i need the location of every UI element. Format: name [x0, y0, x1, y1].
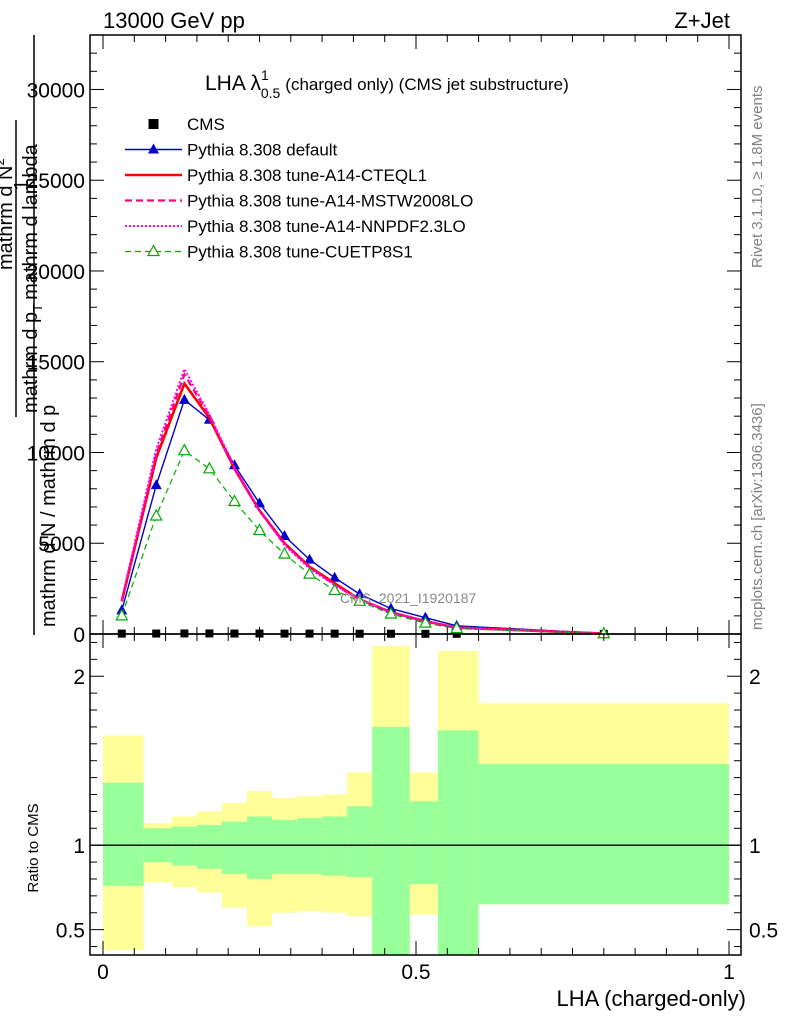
legend-item: Pythia 8.308 tune-A14-CTEQL1: [125, 166, 427, 185]
data-point: [384, 606, 398, 619]
data-point: [228, 459, 240, 470]
header-right: Z+Jet: [674, 8, 730, 33]
ratio-stat-band: [196, 824, 222, 869]
data-point: [328, 583, 342, 596]
legend-item: Pythia 8.308 tune-CUETP8S1: [125, 243, 413, 262]
data-point: [418, 615, 432, 628]
main-y-tick-labels: 0 5000 10000 15000 20000 25000 30000: [27, 79, 85, 647]
ratio-ticks: [90, 634, 741, 955]
ratio-y-tick-label: 2: [73, 666, 85, 689]
legend-label: Pythia 8.308 default: [187, 141, 338, 160]
ratio-y-tick-label: 1: [73, 835, 85, 858]
series-2: [120, 380, 604, 635]
series-line: [120, 380, 604, 635]
ratio-stat-band: [103, 782, 144, 886]
x-tick-label: 1: [723, 961, 735, 984]
main-y-tick-label: 30000: [27, 79, 85, 102]
ratio-y-tick-label-right: 1: [749, 835, 761, 858]
data-point: [303, 566, 317, 579]
ratio-stat-band: [478, 764, 729, 905]
data-point: [252, 523, 267, 536]
ratio-plot-panel: 0.5 0.51 12 2 0 0.5 1: [56, 633, 778, 984]
ratio-bands: [103, 645, 729, 955]
svg-text:mathrm d N2: mathrm d N2: [0, 158, 17, 270]
ratio-stat-band: [171, 826, 197, 866]
x-tick-labels: 0 0.5 1: [97, 961, 735, 984]
main-frame: [89, 34, 742, 635]
data-point: [329, 571, 341, 582]
ratio-stat-band: [221, 821, 247, 874]
ratio-stat-band: [409, 801, 438, 885]
main-series: [115, 366, 611, 639]
data-point: [227, 494, 241, 507]
x-axis-label: LHA (charged-only): [556, 986, 746, 1011]
ratio-y-tick-labels: 0.5 0.5 1 1 2 2: [56, 666, 778, 942]
data-point: [150, 479, 162, 490]
main-y-tick-label: 25000: [27, 170, 85, 193]
chart-title: LHA λ1 0.5 (charged only) (CMS jet substru…: [205, 67, 569, 101]
series-line: [120, 371, 604, 635]
ratio-stat-band: [272, 819, 298, 874]
svg-text:1: 1: [11, 179, 33, 190]
ratio-y-tick-label-right: 2: [749, 666, 761, 689]
svg-text:mathrm d N / mathrm d p: mathrm d N / mathrm d p: [38, 405, 60, 627]
series-3: [120, 371, 604, 635]
x-tick-label: 0.5: [401, 961, 430, 984]
data-point: [279, 529, 291, 540]
main-y-tick-label: 20000: [27, 261, 85, 284]
data-point: [354, 588, 366, 599]
ratio-y-axis-label: Ratio to CMS: [25, 803, 42, 892]
data-point: [278, 546, 292, 559]
ratio-stat-band: [437, 730, 479, 955]
main-plot-panel: 0 5000 10000 15000 20000 25000 30000 LHA λ1 0.5…: [27, 34, 742, 647]
ratio-stat-band: [347, 806, 373, 878]
ratio-stat-band: [372, 726, 410, 955]
data-point: [304, 553, 316, 564]
ratio-stat-band: [297, 818, 323, 874]
legend-item: Pythia 8.308 default: [125, 141, 338, 160]
legend-label: CMS: [187, 115, 225, 134]
legend-item: Pythia 8.308 tune-A14-NNPDF2.3LO: [125, 217, 466, 236]
ratio-stat-band: [322, 816, 348, 876]
legend-marker: [148, 119, 159, 129]
main-y-tick-label: 0: [73, 624, 85, 647]
ratio-stat-band: [246, 816, 273, 879]
main-y-tick-label: 15000: [27, 352, 85, 375]
header-left: 13000 GeV pp: [103, 8, 245, 33]
data-point: [149, 508, 163, 521]
data-point: [115, 608, 129, 621]
legend-label: Pythia 8.308 tune-A14-CTEQL1: [187, 166, 427, 185]
series-5: [115, 443, 611, 639]
legend-label: Pythia 8.308 tune-A14-MSTW2008LO: [187, 192, 473, 211]
y-axis-label: 1 mathrm d N / mathrm d p mathrm d N2 ma…: [0, 35, 60, 635]
svg-text:mathrm d pTmathrm d lambda: mathrm d pTmathrm d lambda: [20, 143, 45, 413]
rivet-version-text: Rivet 3.1.10, ≥ 1.8M events: [749, 86, 766, 269]
ratio-y-tick-label: 0.5: [56, 920, 85, 943]
data-point: [450, 621, 464, 634]
legend-label: Pythia 8.308 tune-CUETP8S1: [187, 243, 413, 262]
legend-item: Pythia 8.308 tune-A14-MSTW2008LO: [125, 192, 473, 211]
analysis-watermark: CMS_2021_I1920187: [340, 590, 476, 606]
legend-label: Pythia 8.308 tune-A14-NNPDF2.3LO: [187, 217, 466, 236]
data-point: [178, 393, 190, 404]
legend-marker: [148, 143, 159, 154]
data-point: [353, 594, 367, 606]
mcplots-reference-text: mcplots.cern.ch [arXiv:1306.3436]: [749, 403, 766, 630]
legend-marker: [146, 244, 161, 257]
ratio-y-tick-label-right: 0.5: [749, 920, 778, 943]
legend-item: CMS: [148, 115, 225, 134]
main-y-tick-label: 10000: [27, 442, 85, 465]
x-tick-label: 0: [97, 961, 109, 984]
data-point: [177, 443, 191, 456]
legend: CMS Pythia 8.308 default Pythia 8.308 tune…: [125, 115, 473, 262]
main-y-tick-label: 5000: [38, 533, 85, 556]
data-point: [202, 461, 216, 474]
